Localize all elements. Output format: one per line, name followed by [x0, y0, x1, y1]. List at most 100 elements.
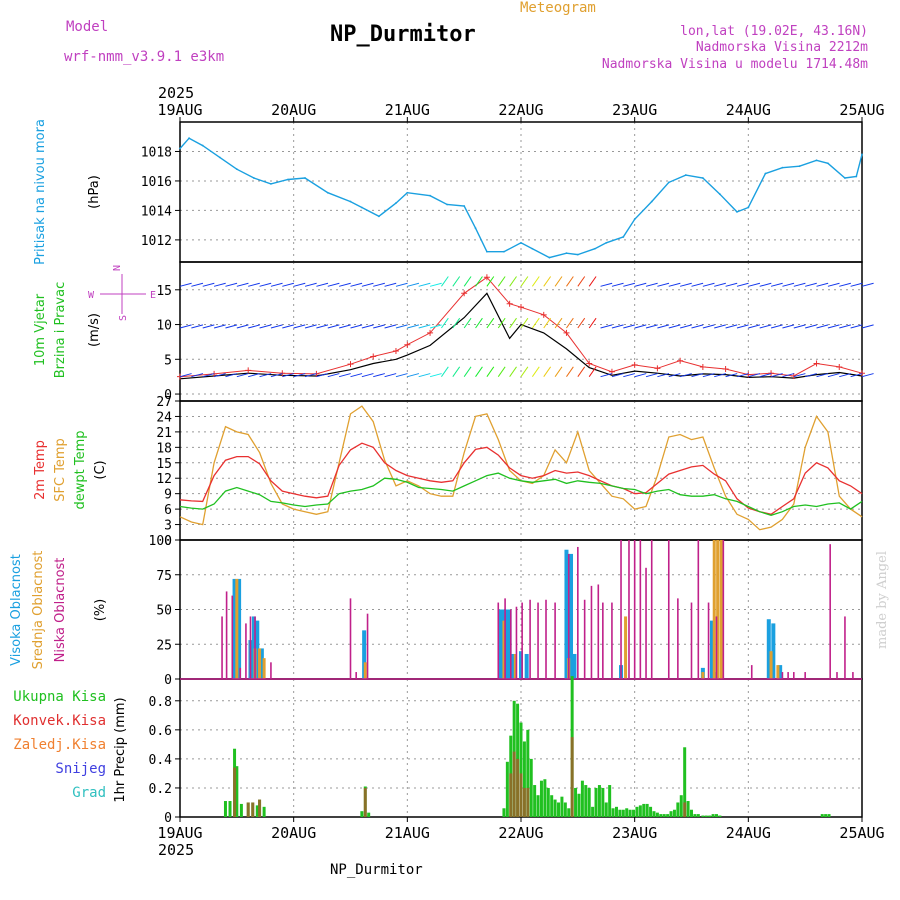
cloud-bar — [701, 672, 705, 679]
wind-arrow — [213, 324, 226, 329]
wind-arrow — [395, 373, 408, 378]
model-altitude-label: Nadmorska Visina u modelu 1714.48m — [601, 57, 868, 72]
cloud-bar — [776, 665, 780, 679]
x-tick-label-top: 22AUG — [498, 101, 543, 119]
wind-arrow — [202, 324, 215, 329]
wind-arrow — [304, 282, 317, 287]
wind-arrow — [202, 373, 215, 378]
precip-bar — [611, 808, 615, 817]
wind-arrow — [452, 276, 461, 287]
cloud-bar — [232, 578, 237, 679]
cloud-bar — [569, 553, 574, 679]
gust-marker — [518, 304, 524, 311]
wind-arrow — [395, 282, 408, 287]
y-tick-label: 0.4 — [149, 753, 173, 768]
wind-arrow — [554, 276, 563, 287]
cloud-bar — [537, 602, 539, 679]
precip-bar — [711, 814, 715, 817]
cloud-bar — [249, 616, 252, 679]
cloud-bar — [624, 616, 628, 679]
wind-arrow — [327, 373, 340, 378]
wind-arrow — [316, 282, 329, 287]
precip-bar — [655, 812, 659, 817]
wind-arrow — [304, 373, 317, 378]
wind-arrow — [680, 324, 692, 329]
wind-arrow — [702, 324, 715, 329]
precip-bar — [567, 808, 571, 817]
wind-arrow — [179, 324, 192, 329]
cloud-bar — [564, 549, 569, 679]
cloud-bar — [597, 584, 600, 679]
pressure-point — [576, 253, 579, 256]
y-tick-label: 5 — [164, 353, 172, 368]
wind-arrow — [645, 373, 658, 378]
x-tick-label-top: 24AUG — [726, 101, 771, 119]
pressure-point — [179, 147, 181, 150]
x-tick-label-bottom: 21AUG — [385, 824, 430, 842]
cloud-bar — [650, 540, 653, 679]
pressure-point — [252, 177, 255, 179]
wind-arrow — [236, 373, 249, 378]
wind-arrow — [316, 373, 329, 378]
precip-bar — [570, 737, 574, 817]
wind-arrow — [805, 373, 817, 378]
wind-arrow — [577, 317, 586, 329]
wind-arrow — [839, 324, 851, 329]
y-tick-label: 0.6 — [149, 724, 172, 739]
precip-bar — [233, 767, 237, 817]
pressure-point — [463, 205, 466, 207]
wind-arrow — [384, 282, 397, 287]
x-tick-label-top: 20AUG — [271, 101, 316, 119]
gust-marker — [677, 357, 684, 364]
wind-arrow — [452, 317, 461, 329]
precip-bar — [563, 802, 567, 817]
wind-arrow — [497, 366, 506, 377]
wind-arrow — [793, 282, 806, 287]
cloud-bar — [237, 578, 242, 679]
precip-bar — [645, 803, 649, 817]
precip-bar — [679, 795, 683, 817]
cloud-bar — [781, 672, 784, 679]
precip-bar — [539, 780, 543, 817]
precip-bar — [683, 802, 687, 817]
pressure-point — [781, 166, 784, 169]
pressure-point — [218, 156, 221, 159]
precip-bar — [363, 787, 367, 817]
wind-arrow — [554, 317, 563, 329]
wind-unit: (m/s) — [87, 313, 102, 347]
precip-bar — [669, 811, 673, 817]
pressure-point — [855, 175, 858, 178]
x-tick-label-top: 19AUG — [157, 101, 202, 119]
gust-marker — [540, 311, 547, 318]
pressure-point — [304, 177, 306, 179]
pressure-point — [503, 250, 505, 253]
wind-arrow — [770, 373, 783, 378]
wind-arrow — [225, 324, 238, 329]
wind-arrow — [543, 276, 552, 287]
precip-legend-item: Ukupna Kisa — [13, 689, 106, 705]
wind-arrow — [497, 276, 506, 287]
gust-marker — [404, 341, 411, 348]
y-tick-label: 1014 — [141, 204, 172, 219]
precip-bar — [509, 773, 513, 817]
wind-arrow — [191, 373, 204, 378]
y-tick-label: 0.2 — [149, 782, 172, 797]
wind-arrow — [429, 373, 442, 378]
wind-arrow — [600, 373, 613, 378]
pressure-point — [764, 172, 767, 175]
pressure-point — [201, 144, 204, 147]
pressure-point — [474, 227, 477, 230]
precip-bar — [824, 814, 828, 817]
wind-arrow — [816, 373, 829, 378]
precip-bar — [360, 811, 364, 817]
wind-arrow — [600, 282, 613, 287]
cloud-bar — [844, 616, 846, 679]
y-tick-label: 21 — [156, 426, 172, 441]
pressure-point — [633, 218, 636, 221]
wind-arrow — [361, 282, 374, 287]
precip-bar — [246, 802, 250, 817]
credit-text: made by Angel — [875, 551, 890, 649]
model-name: wrf-nmm_v3.9.1 e3km — [64, 49, 225, 65]
wind-arrow — [293, 373, 306, 378]
cloud-bar — [577, 546, 579, 679]
